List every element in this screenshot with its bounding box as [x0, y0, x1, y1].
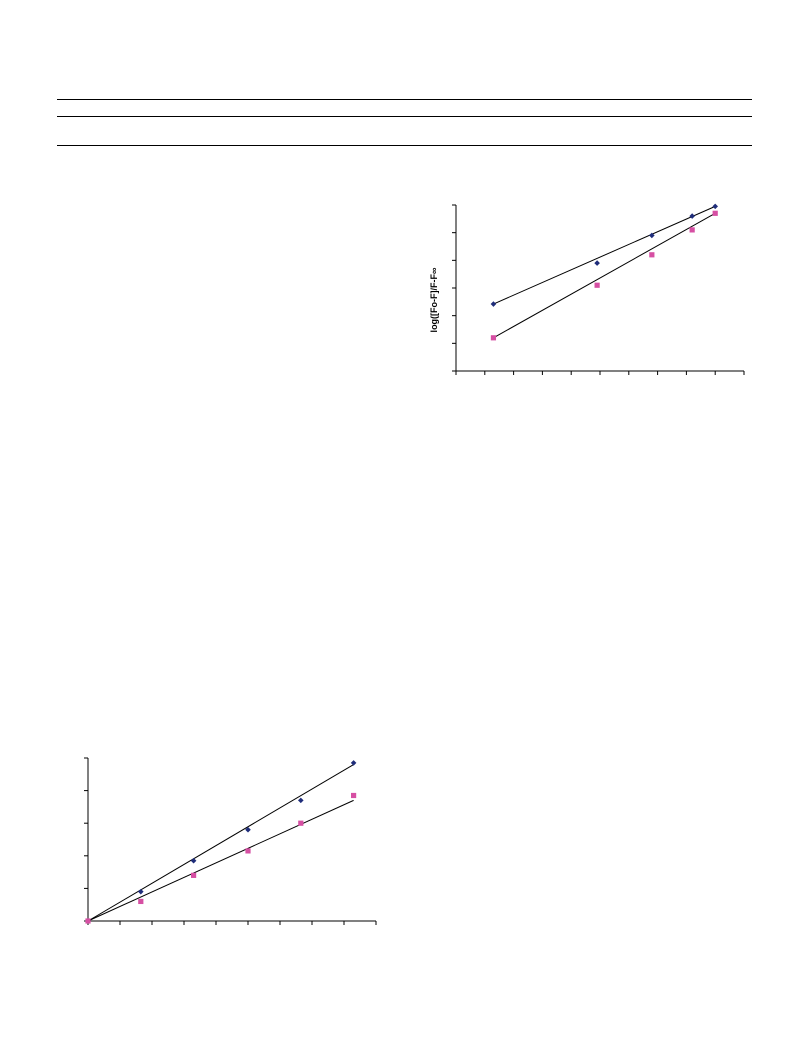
chart2-series-0-point-4	[298, 797, 304, 804]
chart1-series-0-point-4	[712, 203, 718, 210]
chart1-series-0-point-2	[649, 232, 655, 239]
chart1-series-1-point-1	[594, 282, 600, 288]
chart1-series-1-point-4	[712, 210, 718, 216]
chart1-series-1-point-3	[689, 227, 695, 233]
chart2-series-0-point-3	[245, 826, 251, 833]
chart2-series-1-point-3	[245, 848, 251, 854]
chart2-series-0-trendline	[87, 764, 354, 922]
chart1-series-1-trendline	[493, 212, 716, 339]
chart1-series-0-point-3	[689, 213, 695, 219]
chart2-series-0-point-5	[350, 760, 357, 766]
chart2-series-1-point-0	[85, 918, 91, 924]
chart1-series-0-point-1	[594, 260, 600, 266]
table-top-rule	[57, 99, 752, 100]
chart2-series-1-point-2	[191, 872, 197, 878]
chart2-series-1-point-4	[298, 820, 304, 826]
chart2-series-1-trendline	[87, 799, 354, 922]
chart1-series-1-point-2	[649, 252, 655, 258]
chart1-ylabel: log([Fo-F]/F-F∞	[429, 267, 439, 332]
stern-volmer-log-chart: log([Fo-F]/F-F∞	[429, 203, 745, 375]
chart2-series-0-point-1	[138, 888, 144, 895]
chart2-series-1-point-1	[138, 898, 144, 905]
chart2-series-1-point-5	[351, 792, 357, 799]
table-header-rule	[57, 116, 752, 117]
chart2-series-0-point-2	[190, 857, 197, 864]
chart1-series-0-point-0	[490, 301, 497, 307]
chart1-series-0-trendline	[493, 205, 716, 305]
quenching-linear-chart	[84, 757, 377, 925]
table-bottom-rule	[57, 145, 752, 146]
chart1-series-1-point-0	[490, 335, 497, 341]
